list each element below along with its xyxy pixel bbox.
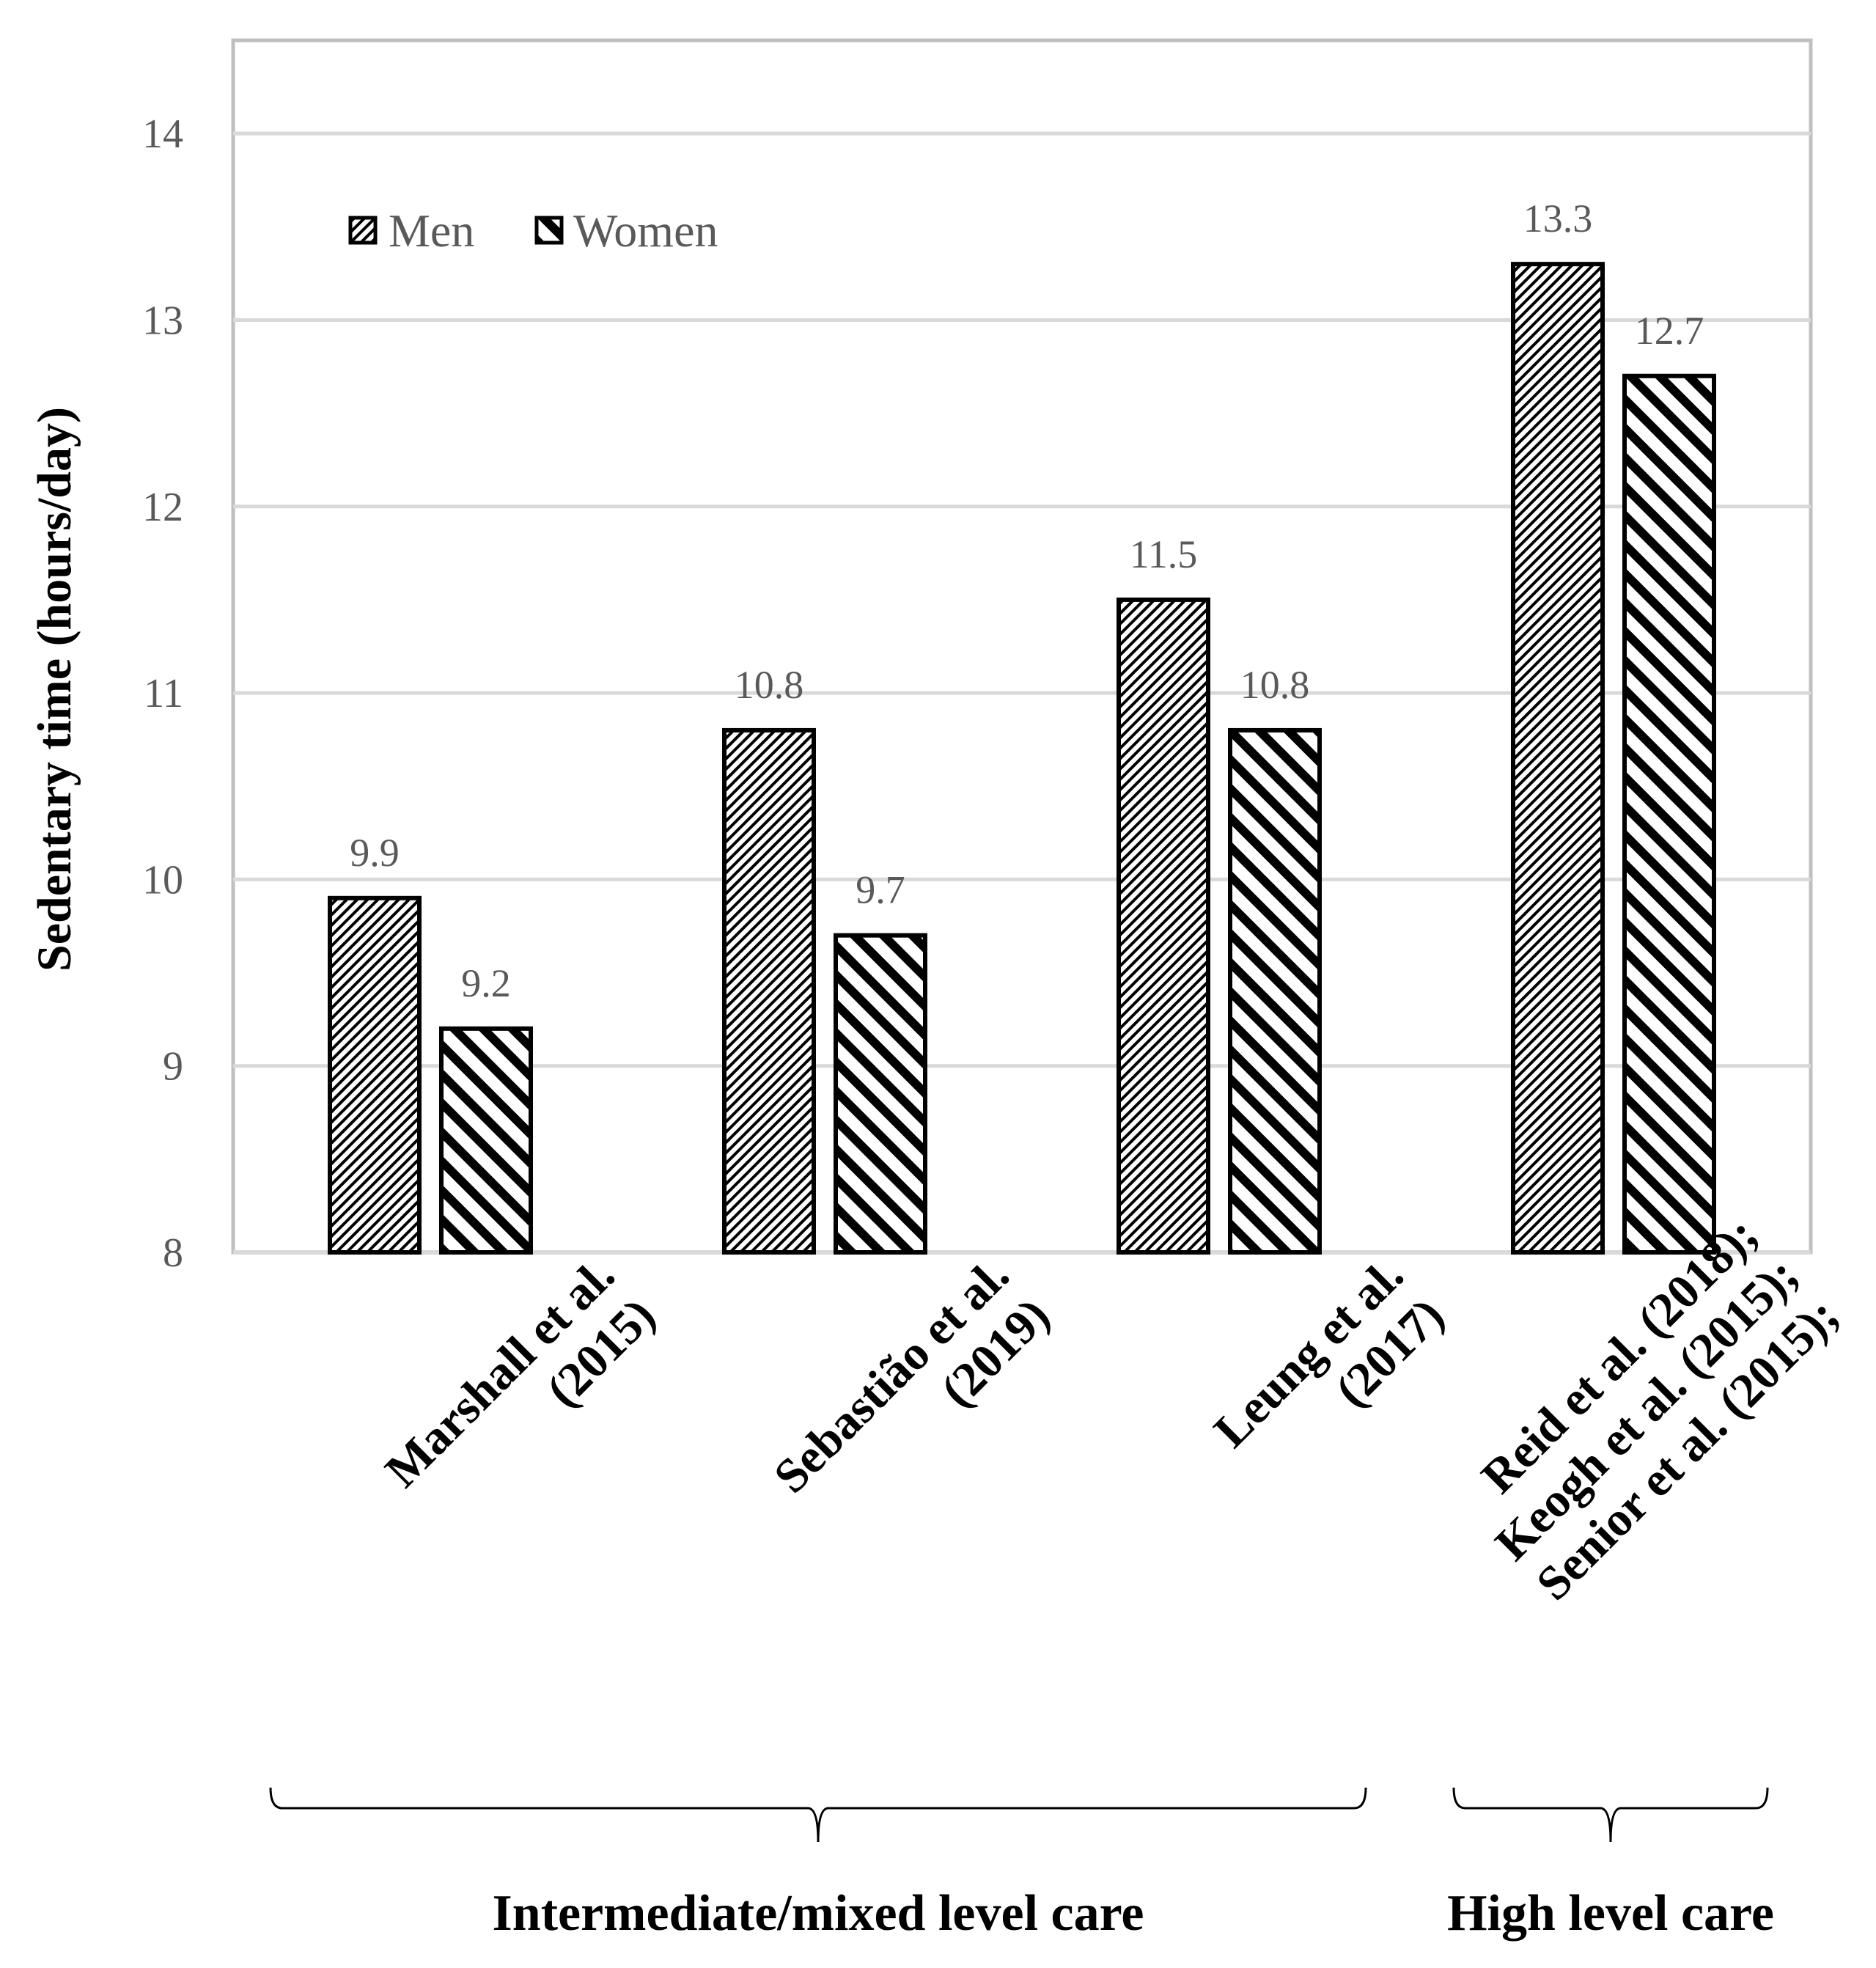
data-labels: 9.9 9.2 10.8 9.7 11.5 10.8 13.3 12.7 [350, 197, 1704, 1005]
legend-label-women: Women [573, 205, 718, 257]
bars [328, 262, 1716, 1255]
category-label: Reid et al. (2018);Keogh et al. (2015);S… [1445, 1208, 1849, 1612]
data-label-women-2: 10.8 [1240, 663, 1310, 707]
legend-swatch-men [348, 216, 378, 245]
data-label-men-2: 11.5 [1130, 532, 1198, 576]
y-tick-label: 8 [163, 1230, 183, 1276]
y-tick-label: 11 [144, 671, 183, 716]
bar-men-3 [1511, 262, 1605, 1255]
y-tick-label: 10 [142, 857, 183, 903]
bar-women-0 [439, 1026, 533, 1255]
data-label-men-1: 10.8 [735, 663, 804, 707]
group-brackets: Intermediate/mixed level care High level … [269, 1787, 1774, 1942]
data-label-women-0: 9.2 [461, 961, 511, 1005]
legend-label-men: Men [389, 205, 474, 257]
group-bracket [1452, 1787, 1769, 1843]
y-axis-ticks: 8 9 10 11 12 13 14 [142, 111, 183, 1276]
bar-women-1 [834, 933, 927, 1255]
y-tick-label: 9 [163, 1044, 183, 1090]
bar-women-3 [1622, 373, 1716, 1255]
category-labels: Marshall et al.(2015) Sebastião et al.(20… [375, 1208, 1849, 1612]
category-label: Marshall et al.(2015) [375, 1248, 666, 1538]
group-bracket [269, 1787, 1367, 1843]
data-label-men-3: 13.3 [1523, 197, 1593, 241]
data-label-men-0: 9.9 [350, 831, 400, 875]
y-axis-title: Sedentary time (hours/day) [28, 407, 81, 972]
category-label: Leung et al.(2017) [1204, 1248, 1454, 1498]
data-label-women-3: 12.7 [1635, 309, 1704, 353]
group-label: High level care [1447, 1885, 1774, 1942]
y-tick-label: 12 [142, 485, 183, 530]
y-tick-label: 13 [142, 298, 183, 343]
data-label-women-1: 9.7 [856, 868, 905, 912]
bar-men-2 [1117, 597, 1210, 1255]
bar-women-2 [1228, 727, 1322, 1255]
bar-men-1 [722, 727, 816, 1255]
legend-swatch-women [534, 216, 564, 245]
category-label: Sebastião et al.(2019) [764, 1248, 1060, 1544]
legend: Men Women [348, 205, 718, 257]
group-label: Intermediate/mixed level care [493, 1885, 1144, 1942]
y-tick-label: 14 [142, 111, 183, 157]
bar-men-0 [328, 895, 422, 1255]
